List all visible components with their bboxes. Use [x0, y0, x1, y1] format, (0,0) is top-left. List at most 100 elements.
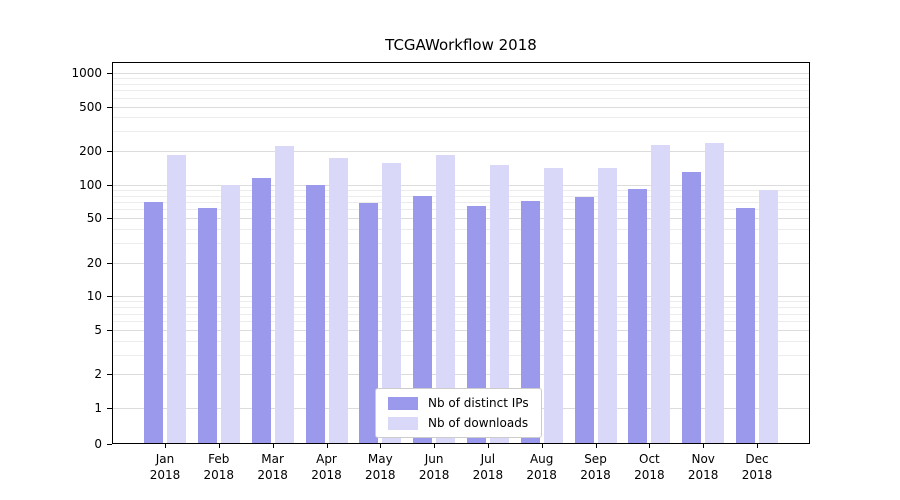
x-tick-mark-sep: [595, 444, 597, 448]
bar-downloads-jul: [489, 165, 509, 444]
x-tick-label-line: Jan: [155, 452, 175, 466]
gridline-minor-700: [112, 90, 810, 92]
x-tick-mark-jul: [487, 444, 489, 448]
y-tick-mark-2: [107, 374, 112, 376]
y-tick-label-500: 500: [79, 99, 102, 114]
x-tick-label-line: Aug: [529, 452, 554, 466]
gridline-minor-4: [112, 340, 810, 342]
x-tick-label-may: May 2018: [348, 451, 412, 483]
y-tick-mark-500: [107, 106, 112, 108]
x-tick-mark-aug: [541, 444, 543, 448]
bar-distinct-ips-nov: [682, 171, 702, 444]
x-tick-label-line: Apr: [316, 452, 337, 466]
y-tick-mark-1: [107, 408, 112, 409]
x-tick-label-jun: Jun 2018: [402, 451, 466, 483]
bar-distinct-ips-feb: [197, 207, 217, 444]
gridline-2: [112, 374, 810, 376]
x-tick-label-jan: Jan 2018: [133, 451, 197, 483]
bar-downloads-sep: [597, 168, 617, 444]
bar-distinct-ips-apr: [305, 184, 325, 444]
x-tick-mark-may: [380, 444, 382, 448]
gridline-minor-90: [112, 189, 810, 191]
x-tick-label-oct: Oct 2018: [617, 451, 681, 483]
y-tick-label-100: 100: [79, 177, 102, 192]
bar-distinct-ips-aug: [520, 200, 540, 444]
bar-downloads-apr: [328, 157, 348, 444]
gridline-minor-600: [112, 97, 810, 99]
x-tick-label-line: 2018: [365, 468, 396, 482]
gridline-minor-7: [112, 313, 810, 315]
x-tick-label-line: Dec: [745, 452, 769, 466]
x-tick-label-line: May: [367, 452, 393, 466]
y-tick-label-5: 5: [94, 322, 102, 337]
bar-downloads-dec: [759, 189, 778, 444]
bar-downloads-feb: [220, 184, 240, 444]
bar-downloads-jun: [436, 154, 456, 444]
bar-downloads-mar: [274, 146, 294, 444]
gridline-minor-6: [112, 321, 810, 323]
gridline-minor-3: [112, 354, 810, 356]
gridline-100: [112, 184, 810, 186]
x-tick-mark-nov: [703, 444, 705, 448]
x-tick-label-jul: Jul 2018: [456, 451, 520, 483]
x-tick-label-line: Jul: [480, 452, 496, 466]
x-tick-label-line: 2018: [418, 468, 450, 482]
bar-distinct-ips-jun: [413, 195, 433, 444]
y-tick-mark-1000: [107, 73, 112, 74]
x-tick-mark-mar: [272, 444, 274, 448]
legend-swatch-downloads: [388, 416, 418, 430]
x-tick-label-line: 2018: [472, 468, 504, 482]
bar-distinct-ips-sep: [574, 196, 594, 444]
gridline-minor-400: [112, 117, 810, 119]
bar-distinct-ips-mar: [251, 177, 271, 444]
gridline-minor-9: [112, 301, 810, 303]
x-tick-label-line: Nov: [691, 452, 715, 466]
y-tick-label-50: 50: [86, 211, 102, 226]
x-tick-label-mar: Mar 2018: [241, 451, 305, 483]
x-tick-label-line: 2018: [149, 468, 181, 482]
x-tick-label-line: 2018: [203, 468, 235, 482]
y-tick-mark-100: [107, 184, 112, 186]
plot-area: Nb of distinct IPs Nb of downloads: [112, 62, 810, 444]
gridline-200: [112, 151, 810, 153]
bar-downloads-aug: [543, 168, 563, 444]
x-tick-mark-apr: [326, 444, 328, 448]
gridline-minor-70: [112, 202, 810, 203]
gridline-minor-300: [112, 131, 810, 133]
x-tick-label-apr: Apr 2018: [295, 451, 359, 483]
x-tick-label-line: Oct: [639, 452, 660, 466]
x-tick-label-line: 2018: [311, 468, 342, 482]
y-tick-label-20: 20: [86, 255, 102, 270]
x-tick-label-line: Sep: [584, 452, 607, 466]
x-tick-label-sep: Sep 2018: [564, 451, 628, 483]
y-tick-mark-10: [107, 296, 112, 298]
x-tick-mark-oct: [649, 444, 651, 448]
x-tick-label-line: Jun: [424, 452, 444, 466]
bar-distinct-ips-jul: [466, 205, 486, 444]
bar-downloads-oct: [651, 145, 671, 444]
y-tick-label-0: 0: [94, 437, 102, 451]
x-tick-mark-dec: [757, 444, 758, 448]
legend-item-downloads: Nb of downloads: [388, 416, 529, 430]
chart-title: TCGAWorkflow 2018: [385, 36, 537, 54]
x-tick-label-dec: Dec 2018: [725, 451, 789, 483]
bar-distinct-ips-oct: [628, 188, 648, 444]
y-tick-mark-20: [107, 262, 112, 264]
y-tick-label-1000: 1000: [71, 66, 102, 80]
gridline-minor-40: [112, 229, 810, 231]
bar-distinct-ips-jan: [144, 202, 163, 444]
gridline-5: [112, 329, 810, 331]
chart-legend: Nb of distinct IPs Nb of downloads: [375, 388, 542, 438]
gridline-20: [112, 262, 810, 264]
x-tick-mark-jan: [165, 444, 166, 448]
x-tick-label-nov: Nov 2018: [671, 451, 735, 483]
gridline-minor-80: [112, 195, 810, 197]
legend-label-distinct-ips: Nb of distinct IPs: [428, 396, 529, 410]
y-tick-label-200: 200: [79, 144, 102, 159]
bar-downloads-jan: [167, 154, 186, 444]
gridline-minor-8: [112, 307, 810, 309]
gridline-500: [112, 106, 810, 108]
gridline-minor-800: [112, 83, 810, 85]
x-tick-label-line: Feb: [208, 452, 230, 466]
y-tick-mark-200: [107, 151, 112, 153]
